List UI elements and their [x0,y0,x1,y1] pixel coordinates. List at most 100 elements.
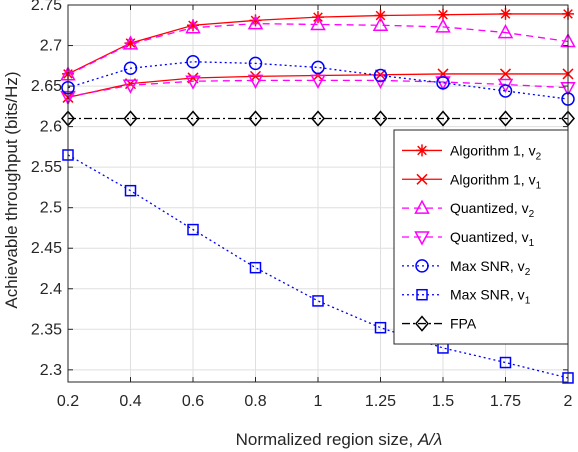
triangle-down-marker [122,79,139,94]
series-layer [60,7,576,384]
x-tick-label: 2 [564,393,573,410]
x-tick-label: 0.2 [57,393,79,410]
x-axis-label-variable: A/λ [417,430,442,449]
circle-marker [436,76,450,90]
legend-label-subscript: 1 [536,180,542,191]
square-marker [416,288,428,301]
legend-label-subscript: 2 [536,151,542,162]
asterisk-marker [124,37,137,50]
square-marker [312,295,324,307]
circle-marker [498,84,513,98]
x-marker [416,173,428,185]
series-line [67,61,569,100]
legend-label-subscript: 2 [525,267,531,278]
triangle-up-marker [435,18,451,33]
y-tick-label: 2.4 [40,281,62,298]
diamond-marker [498,110,513,127]
y-tick-label: 2.5 [40,200,62,217]
legend-label-subscript: 1 [529,238,535,249]
triangle-up-marker [122,35,139,50]
triangle-up-marker [310,15,326,31]
y-axis-label: Achievable throughput (bits/Hz) [2,71,21,308]
legend-label-text: Algorithm 1, v [450,171,536,187]
diamond-marker [373,110,388,127]
x-axis-label-text: Normalized region size, [236,430,418,449]
x-axis-label: Normalized region size, A/λ [236,430,443,449]
asterisk-marker [499,7,512,20]
y-tick-label: 2.7 [40,38,62,55]
diamond-marker [436,110,450,127]
triangle-up-marker [185,19,201,34]
legend-label-text: Quantized, v [450,229,529,245]
circle-marker [248,56,263,71]
triangle-up-marker [247,15,264,30]
square-marker [187,223,199,236]
legend-label-text: Max SNR, v [450,287,525,303]
triangle-down-marker [247,74,264,89]
legend-label: Algorithm 1, v2 [450,142,542,162]
triangle-down-marker [310,74,326,89]
asterisk-marker [187,19,199,32]
x-tick-label: 0.4 [119,393,141,410]
legend-label: FPA [450,316,477,332]
square-marker [124,184,137,197]
legend-label-text: Max SNR, v [450,258,525,274]
triangle-up-marker [414,199,430,214]
legend-label-text: Quantized, v [450,200,529,216]
series-line [67,154,569,379]
square-marker [249,261,262,274]
legend-label-subscript: 1 [525,296,531,307]
series-line [67,79,569,98]
y-tick-label: 2.55 [31,159,62,176]
axis-ticks: 0.2 0.4 0.6 0.8 1 1.25 1.5 1.75 2 2.3 2.35 2.4 2.45 2… [31,0,573,410]
legend-label-subscript: 2 [529,209,535,220]
asterisk-marker [374,9,387,22]
x-tick-label: 1.25 [365,393,396,410]
square-marker [374,321,387,334]
legend-label: Max SNR, v2 [450,258,531,278]
circle-marker [123,61,138,75]
legend-label-text: Algorithm 1, v [450,142,536,158]
legend-label-text: FPA [450,316,477,332]
y-tick-label: 2.3 [40,362,62,379]
legend-item: FPA [402,315,477,332]
legend-item: Algorithm 1, v1 [402,171,542,191]
x-marker [499,68,512,80]
y-tick-label: 2.6 [40,119,62,136]
legend-item: Max SNR, v2 [402,258,531,278]
legend-item: Quantized, v1 [402,229,535,249]
circle-marker [186,55,200,69]
y-tick-label: 2.75 [31,0,62,14]
x-tick-label: 1.75 [490,393,521,410]
x-tick-label: 0.8 [244,393,266,410]
diamond-marker [123,110,138,127]
diamond-marker [311,110,325,127]
square-marker [499,356,512,369]
triangle-up-marker [372,16,389,32]
x-tick-label: 1 [314,393,323,410]
diamond-marker [415,315,429,332]
asterisk-marker [416,144,428,157]
circle-marker [373,68,388,83]
legend-item: Algorithm 1, v2 [402,142,542,162]
y-tick-label: 2.35 [31,321,62,338]
asterisk-marker [249,14,262,27]
triangle-down-marker [414,231,430,246]
asterisk-marker [437,8,449,21]
legend-item: Quantized, v2 [402,199,535,220]
legend-label: Max SNR, v1 [450,287,531,307]
legend-box [393,129,569,345]
series-line [67,22,569,76]
legend-label: Quantized, v2 [450,200,535,220]
diamond-marker [186,110,200,127]
x-tick-label: 0.6 [182,393,204,410]
y-tick-label: 2.45 [31,240,62,257]
legend-label: Algorithm 1, v1 [450,171,542,191]
legend-label: Quantized, v1 [450,229,535,249]
circle-marker [311,60,325,75]
triangle-down-marker [185,75,201,90]
diamond-marker [248,110,263,127]
legend-item: Max SNR, v1 [402,287,531,307]
x-tick-label: 1.5 [432,393,454,410]
